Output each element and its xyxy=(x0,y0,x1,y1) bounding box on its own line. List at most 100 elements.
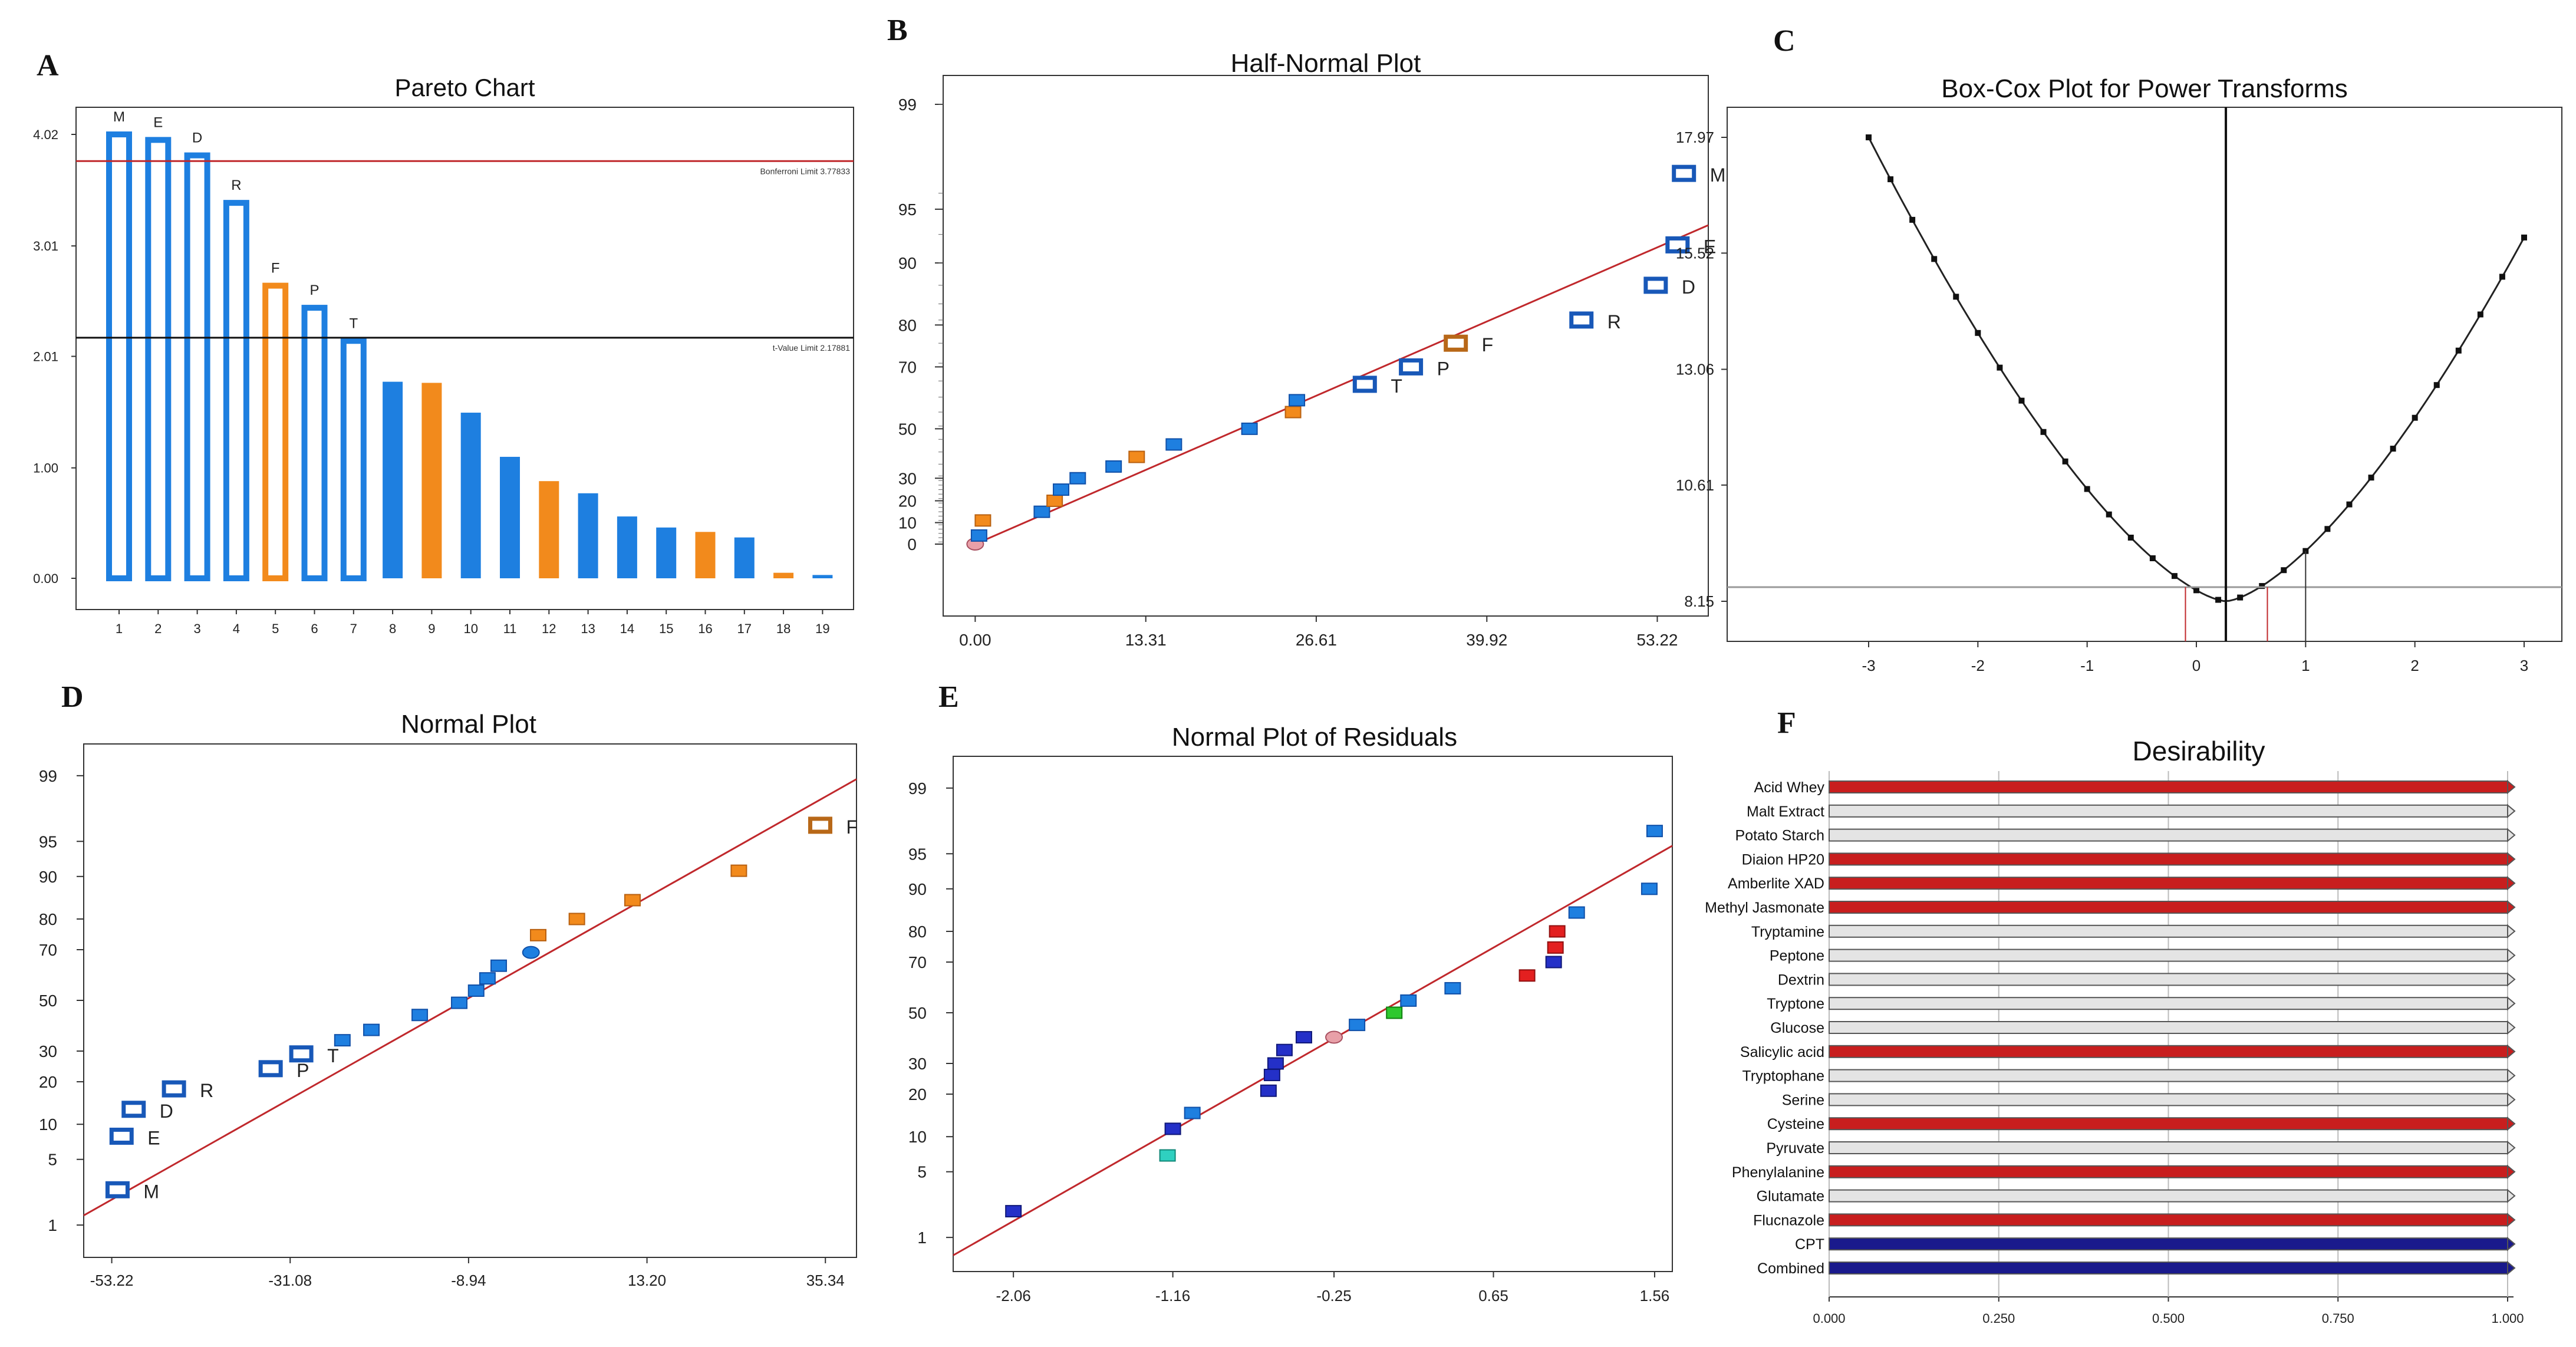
residuals-point xyxy=(1005,1205,1022,1218)
desirability-bar-tip xyxy=(2507,852,2516,867)
desirability-bar-tip xyxy=(2507,1140,2516,1155)
box-cox-plot-panel: Box-Cox Plot for Power Transforms -3 -2 -1 0… xyxy=(1676,74,2562,674)
pareto-x-tick-label: 3 xyxy=(193,621,200,636)
normal-plot-point xyxy=(808,816,832,834)
normal-plot-y-tick-label: 50 xyxy=(39,992,57,1010)
normal-plot-point xyxy=(730,864,747,877)
desirability-bar-tip xyxy=(2507,1044,2516,1059)
box-cox-curve-point xyxy=(2193,587,2199,594)
box-cox-curve-point xyxy=(2499,274,2505,280)
half-normal-y-tick-label: 10 xyxy=(898,514,917,532)
box-cox-curve-point xyxy=(2171,573,2178,579)
pareto-y-tick-label: 4.02 xyxy=(33,127,58,142)
normal-plot-y-tick-label: 90 xyxy=(39,868,57,886)
half-normal-x-tick-label: 26.61 xyxy=(1296,631,1337,649)
residuals-point xyxy=(1267,1057,1284,1070)
pareto-x-tick-label: 15 xyxy=(659,621,673,636)
desirability-bar-tip xyxy=(2507,948,2516,963)
desirability-bar xyxy=(1829,852,2508,866)
normal-plot-point xyxy=(624,894,641,907)
pareto-x-tick-label: 9 xyxy=(428,621,435,636)
box-cox-x-tick-label: -3 xyxy=(1862,657,1875,674)
pareto-bar xyxy=(773,572,794,578)
pareto-bar xyxy=(383,381,403,578)
residuals-y-tick-label: 30 xyxy=(908,1055,927,1073)
half-normal-point xyxy=(1444,334,1468,352)
residuals-x-tick-label: 0.65 xyxy=(1478,1287,1508,1305)
half-normal-point xyxy=(1352,376,1377,393)
normal-plot-fit-line xyxy=(83,778,857,1217)
normal-plot-x-tick-label: 13.20 xyxy=(628,1272,666,1289)
residuals-y-tick-label: 99 xyxy=(908,779,927,798)
half-normal-point-label: T xyxy=(1391,376,1402,397)
pareto-x-tick-label: 5 xyxy=(272,621,279,636)
residuals-y-tick-label: 1 xyxy=(917,1229,927,1247)
normal-plot-point xyxy=(522,946,540,959)
residuals-y-tick-label: 95 xyxy=(908,845,927,863)
half-normal-point-label: M xyxy=(1710,164,1726,186)
half-normal-point-label: P xyxy=(1437,358,1450,379)
normal-plot-y-tick-label: 30 xyxy=(39,1042,57,1061)
pareto-x-tick-label: 12 xyxy=(542,621,556,636)
pareto-bar xyxy=(539,481,559,578)
half-normal-point xyxy=(1289,394,1306,407)
residuals-point xyxy=(1549,925,1566,938)
box-cox-x-tick-label: -2 xyxy=(1971,657,1985,674)
box-cox-curve-point xyxy=(2237,594,2244,601)
box-cox-curve-point xyxy=(1931,256,1938,262)
desirability-bar xyxy=(1829,1117,2508,1131)
normal-plot-point xyxy=(411,1009,429,1022)
desirability-category-label: Salicylic acid xyxy=(1740,1044,1824,1061)
normal-plot-point xyxy=(258,1060,283,1078)
half-normal-point xyxy=(1165,438,1182,451)
residuals-point xyxy=(1400,994,1417,1007)
normal-plot-point-label: T xyxy=(327,1045,339,1066)
normal-plot-x-tick-label: -53.22 xyxy=(90,1272,134,1289)
half-normal-point xyxy=(1069,472,1086,485)
half-normal-point xyxy=(1105,460,1122,473)
panel-letter-a: A xyxy=(37,49,59,83)
residuals-y-tick-label: 5 xyxy=(917,1163,927,1181)
panel-letter-d: D xyxy=(61,680,84,714)
half-normal-y-tick-label: 30 xyxy=(898,469,917,488)
residuals-point xyxy=(1349,1019,1366,1032)
box-cox-y-tick-label: 13.06 xyxy=(1676,361,1714,378)
box-cox-curve-point xyxy=(2521,234,2527,241)
desirability-category-label: Glutamate xyxy=(1757,1188,1824,1205)
desirability-bar-tip xyxy=(2507,1188,2516,1203)
residuals-point xyxy=(1386,1006,1403,1019)
pareto-bar xyxy=(460,413,481,578)
half-normal-y-tick-label: 50 xyxy=(898,420,917,438)
pareto-x-tick-label: 19 xyxy=(815,621,829,636)
desirability-category-label: Potato Starch xyxy=(1735,828,1824,844)
residuals-fit-line xyxy=(953,845,1673,1256)
residuals-x-tick-label: -2.06 xyxy=(996,1287,1031,1305)
normal-plot-point-label: M xyxy=(143,1181,159,1202)
pareto-bar-label: E xyxy=(153,114,163,130)
normal-plot-point xyxy=(109,1127,134,1145)
panel-letter-f: F xyxy=(1777,706,1796,740)
normal-plot-point xyxy=(467,984,485,997)
desirability-bar xyxy=(1829,804,2508,818)
residuals-point xyxy=(1159,1149,1176,1162)
desirability-bar-tip xyxy=(2507,900,2516,915)
box-cox-plot-frame xyxy=(1727,107,2562,642)
box-cox-curve-point xyxy=(2259,583,2265,589)
half-normal-point-label: R xyxy=(1607,311,1621,332)
residuals-plot-frame xyxy=(953,756,1673,1272)
desirability-category-label: Acid Whey xyxy=(1754,779,1825,796)
half-normal-point xyxy=(1053,483,1070,496)
pareto-x-tick-label: 6 xyxy=(311,621,318,636)
normal-plot-y-tick-label: 20 xyxy=(39,1073,57,1091)
box-cox-x-tick-label: 2 xyxy=(2410,657,2419,674)
desirability-x-tick-label: 0.000 xyxy=(1813,1311,1845,1326)
desirability-bar-tip xyxy=(2507,996,2516,1011)
desirability-bar xyxy=(1829,1262,2508,1274)
desirability-bar xyxy=(1829,877,2508,890)
desirability-category-label: Phenylalanine xyxy=(1732,1164,1824,1181)
pareto-x-tick-label: 7 xyxy=(350,621,357,636)
box-cox-curve-point xyxy=(1887,176,1894,183)
pareto-x-tick-label: 11 xyxy=(503,621,517,636)
normal-plot-y-tick-label: 95 xyxy=(39,832,57,851)
box-cox-curve-point xyxy=(2106,511,2112,518)
